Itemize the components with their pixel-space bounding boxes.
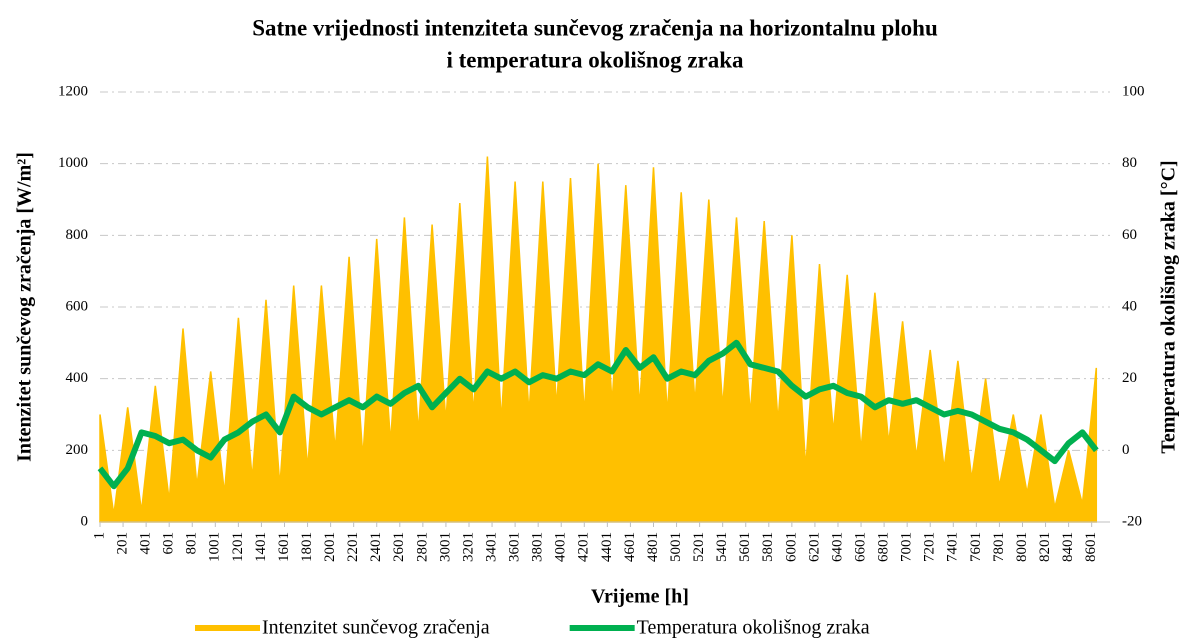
x-axis-label: Vrijeme [h] bbox=[591, 586, 689, 608]
x-tick-label: 2401 bbox=[368, 532, 384, 562]
x-tick-label: 4401 bbox=[599, 532, 615, 562]
x-tick-label: 7401 bbox=[945, 532, 961, 562]
y-tick-label: 400 bbox=[66, 370, 89, 386]
x-tick-label: 4001 bbox=[553, 532, 569, 562]
x-tick-label: 3401 bbox=[483, 532, 499, 562]
x-tick-label: 7601 bbox=[968, 532, 984, 562]
series-area bbox=[99, 156, 1098, 523]
x-tick-label: 1201 bbox=[230, 532, 246, 562]
x-tick-label: 1801 bbox=[299, 532, 315, 562]
x-tick-label: 3601 bbox=[507, 532, 523, 562]
x-tick-label: 5001 bbox=[668, 532, 684, 562]
x-tick-label: 7801 bbox=[991, 532, 1007, 562]
chart-title: Satne vrijednosti intenziteta sunčevog z… bbox=[252, 15, 938, 40]
x-tick-label: 2601 bbox=[391, 532, 407, 562]
x-tick-label: 1001 bbox=[207, 532, 223, 562]
x-tick-label: 3001 bbox=[437, 532, 453, 562]
x-tick-label: 7201 bbox=[922, 532, 938, 562]
x-tick-label: 2801 bbox=[414, 532, 430, 562]
y-axis-label: Intenzitet sunčevog zračenja [W/m²] bbox=[14, 152, 36, 462]
y-tick-label: 1200 bbox=[58, 83, 88, 99]
y2-tick-label: 100 bbox=[1122, 83, 1145, 99]
x-tick-label: 8401 bbox=[1060, 532, 1076, 562]
x-tick-label: 601 bbox=[161, 532, 177, 555]
y-tick-label: 600 bbox=[66, 298, 89, 314]
x-tick-label: 3201 bbox=[460, 532, 476, 562]
x-tick-label: 6201 bbox=[806, 532, 822, 562]
x-tick-label: 8601 bbox=[1083, 532, 1099, 562]
y-tick-label: 1000 bbox=[58, 155, 88, 171]
y2-tick-label: 20 bbox=[1122, 370, 1137, 386]
x-tick-label: 1 bbox=[91, 532, 107, 540]
y2-axis-label: Temperatura okolišnog zraka [°C] bbox=[1158, 160, 1180, 453]
x-tick-label: 4201 bbox=[576, 532, 592, 562]
series-line bbox=[97, 339, 1099, 490]
x-tick-label: 6801 bbox=[876, 532, 892, 562]
y2-tick-label: 80 bbox=[1122, 155, 1137, 171]
y-tick-label: 200 bbox=[66, 442, 89, 458]
x-tick-label: 6601 bbox=[852, 532, 868, 562]
y-tick-label: 800 bbox=[66, 227, 89, 243]
y2-tick-label: 40 bbox=[1122, 298, 1137, 314]
x-tick-label: 4601 bbox=[622, 532, 638, 562]
y-tick-label: 0 bbox=[81, 513, 89, 529]
x-tick-label: 6001 bbox=[783, 532, 799, 562]
legend-label: Intenzitet sunčevog zračenja bbox=[262, 617, 490, 639]
x-tick-label: 8001 bbox=[1014, 532, 1030, 562]
x-tick-label: 7001 bbox=[899, 532, 915, 562]
x-tick-label: 5401 bbox=[714, 532, 730, 562]
x-tick-label: 2201 bbox=[345, 532, 361, 562]
x-tick-label: 1401 bbox=[253, 532, 269, 562]
x-tick-label: 4801 bbox=[645, 532, 661, 562]
x-tick-label: 1601 bbox=[276, 532, 292, 562]
legend-label: Temperatura okolišnog zraka bbox=[637, 617, 870, 639]
y2-tick-label: 60 bbox=[1122, 227, 1137, 243]
y2-tick-label: 0 bbox=[1122, 442, 1130, 458]
x-tick-label: 5601 bbox=[737, 532, 753, 562]
x-tick-label: 3801 bbox=[530, 532, 546, 562]
x-tick-label: 5801 bbox=[760, 532, 776, 562]
x-tick-label: 401 bbox=[138, 532, 154, 555]
x-tick-label: 201 bbox=[114, 532, 130, 555]
chart-title: i temperatura okolišnog zraka bbox=[446, 47, 744, 72]
x-tick-label: 5201 bbox=[691, 532, 707, 562]
x-tick-label: 801 bbox=[184, 532, 200, 555]
x-tick-label: 6401 bbox=[829, 532, 845, 562]
x-tick-label: 2001 bbox=[322, 532, 338, 562]
y2-tick-label: -20 bbox=[1122, 513, 1142, 529]
x-tick-label: 8201 bbox=[1037, 532, 1053, 562]
